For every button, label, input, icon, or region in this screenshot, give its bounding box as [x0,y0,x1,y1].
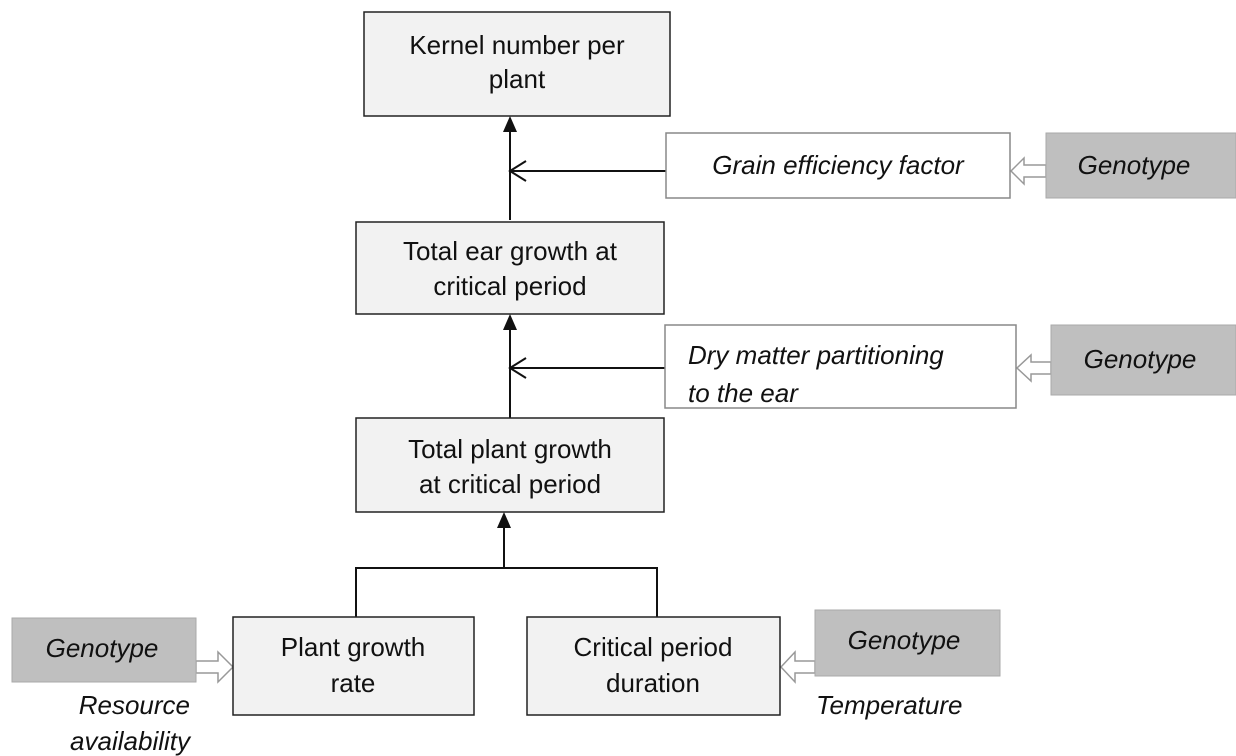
genotype-label: Genotype [46,633,159,663]
input-label: Resource [79,690,190,720]
node-label: Total plant growth [408,434,612,464]
input-label: availability [70,726,192,756]
node-label: Critical period [574,632,733,662]
node-box [355,417,665,513]
arrowhead [503,116,517,132]
node-label: plant [489,64,546,94]
node-label: duration [606,668,700,698]
node-box [363,11,671,117]
factor-label: Dry matter partitioning [688,340,944,370]
hollow-arrow [1015,353,1052,383]
arrowhead [508,357,527,379]
node-label: critical period [433,271,586,301]
factor-label: Grain efficiency factor [712,150,965,180]
genotype-label: Genotype [848,625,961,655]
input-label: Temperature [816,690,962,720]
genotype-label: Genotype [1078,150,1191,180]
hollow-arrow [779,650,816,684]
node-box [355,221,665,315]
node-label: Total ear growth at [403,236,618,266]
genotype-box [11,617,197,683]
arrowhead [497,512,511,528]
node-label: rate [331,668,376,698]
node-label: Kernel number per [409,30,625,60]
arrowhead [503,314,517,330]
node-label: Plant growth [281,632,426,662]
factor-label: to the ear [688,378,799,408]
factor-box [664,324,1017,409]
genotype-box [1050,324,1236,396]
genotype-box [814,609,1001,677]
genotype-box [1045,132,1236,199]
arrowhead [508,160,527,182]
hollow-arrow [195,650,235,684]
genotype-label: Genotype [1084,344,1197,374]
node-label: at critical period [419,469,601,499]
factor-box [665,132,1011,199]
hollow-arrow [1009,156,1047,186]
node-box [232,616,475,716]
node-box [526,616,781,716]
connector [355,567,658,617]
